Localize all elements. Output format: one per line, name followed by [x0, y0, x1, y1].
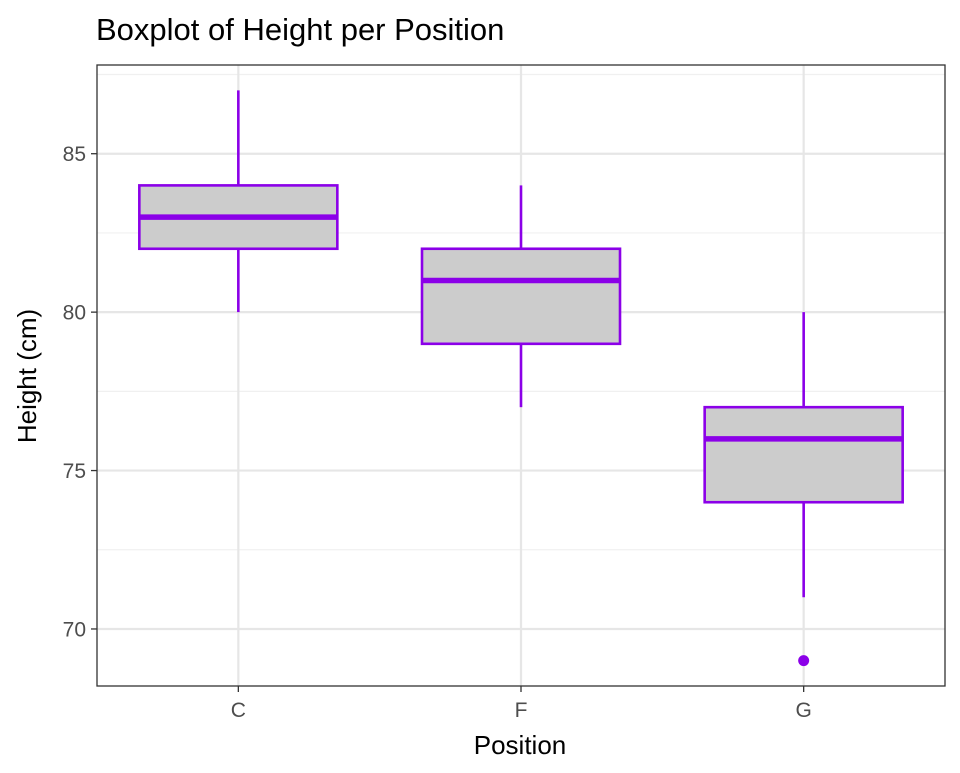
box-iqr	[420, 247, 622, 346]
x-tick-label: G	[795, 699, 811, 722]
x-tick-label: F	[515, 699, 528, 722]
y-tick-label: 75	[63, 460, 86, 483]
y-tick-label: 70	[63, 618, 86, 641]
x-axis-title: Position	[474, 730, 567, 760]
chart-title: Boxplot of Height per Position	[96, 12, 504, 47]
y-tick-label: 85	[63, 143, 86, 166]
y-axis-title: Height (cm)	[12, 309, 42, 443]
boxes-layer	[138, 90, 904, 667]
y-tick-label: 80	[63, 302, 86, 325]
box-iqr	[703, 405, 904, 504]
x-tick-label: C	[231, 699, 246, 722]
axis-ticks: 70 75 80 85 C F G	[63, 143, 812, 722]
outlier-point	[798, 655, 810, 667]
